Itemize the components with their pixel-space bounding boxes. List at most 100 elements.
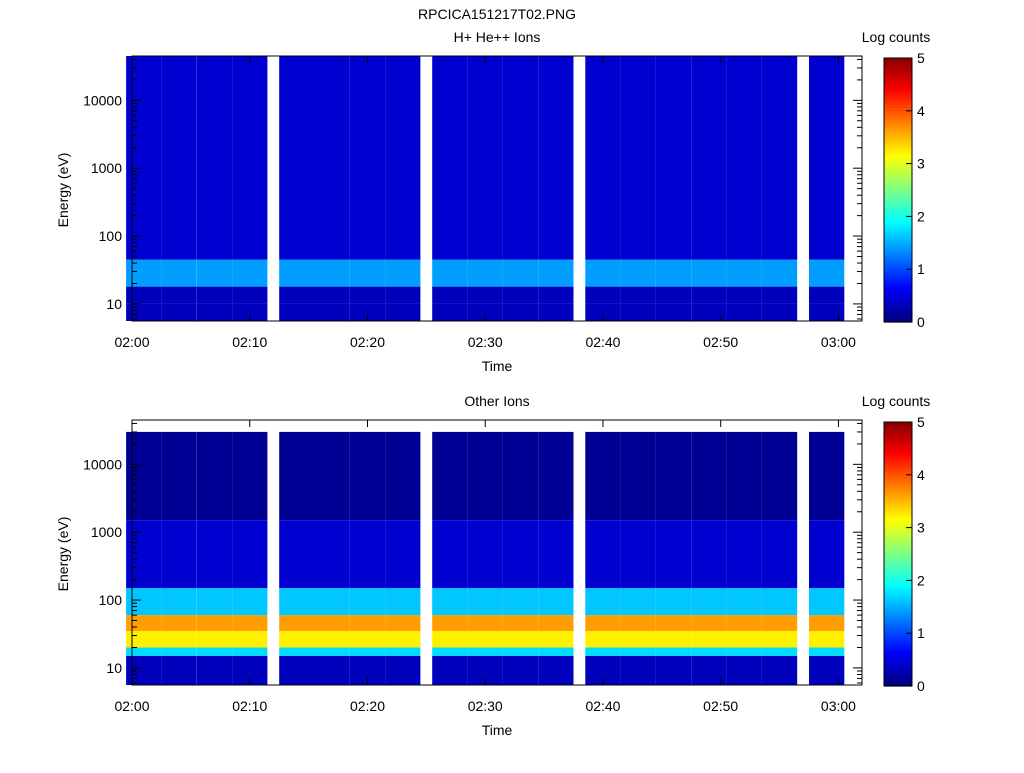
heatmap-cell bbox=[314, 656, 350, 685]
heatmap-cell bbox=[809, 520, 845, 589]
heatmap-cell bbox=[726, 286, 762, 304]
colorbar-swatch bbox=[884, 61, 912, 66]
heatmap-cell bbox=[232, 647, 268, 656]
heatmap-cell bbox=[502, 615, 539, 631]
heatmap-cell bbox=[538, 303, 574, 321]
x-tick-label: 02:20 bbox=[350, 698, 385, 714]
colorbar-swatch bbox=[884, 193, 912, 198]
colorbar-swatch bbox=[884, 610, 912, 614]
figure-title: RPCICA151217T02.PNG bbox=[418, 6, 576, 22]
colorbar-swatch bbox=[884, 573, 912, 578]
heatmap-cell bbox=[314, 520, 350, 589]
panel-other-ions: Other Ions Energy (eV) Time Log counts 0… bbox=[55, 393, 930, 738]
colorbar-swatch bbox=[884, 236, 912, 241]
colorbar-swatch bbox=[884, 537, 912, 542]
colorbar-swatch bbox=[884, 550, 912, 555]
heatmap-cell bbox=[761, 431, 798, 521]
colorbar-swatch bbox=[884, 124, 912, 128]
heatmap-cell bbox=[809, 615, 845, 631]
colorbar-swatch bbox=[884, 199, 912, 204]
colorbar-swatch bbox=[884, 295, 912, 300]
colorbar-swatch bbox=[884, 173, 912, 178]
colorbar-swatch bbox=[884, 639, 912, 644]
colorbar-swatch bbox=[884, 474, 912, 479]
colorbar-swatch bbox=[884, 153, 912, 158]
colorbar-swatch bbox=[884, 616, 912, 621]
colorbar-swatch bbox=[884, 464, 912, 469]
heatmap-cell bbox=[656, 588, 692, 616]
colorbar-swatch bbox=[884, 623, 912, 628]
heatmap-cell bbox=[761, 615, 798, 631]
y-axis-label: Energy (eV) bbox=[55, 153, 71, 228]
heatmap-cell bbox=[385, 631, 421, 648]
colorbar-swatch bbox=[884, 606, 912, 611]
heatmap-cell bbox=[620, 656, 656, 685]
colorbar-swatch bbox=[884, 130, 912, 135]
colorbar-swatch bbox=[884, 77, 912, 82]
colorbar-swatch bbox=[884, 81, 912, 85]
colorbar-swatch bbox=[884, 223, 912, 227]
colorbar-swatch bbox=[884, 524, 912, 529]
heatmap-cell bbox=[349, 615, 386, 631]
colorbar-swatch bbox=[884, 226, 912, 231]
heatmap-cell bbox=[726, 431, 762, 521]
heatmap-cell bbox=[385, 588, 421, 616]
heatmap-cell bbox=[279, 56, 315, 260]
colorbar-swatch bbox=[884, 517, 912, 522]
colorbar-swatch bbox=[884, 646, 912, 651]
colorbar-swatch bbox=[884, 494, 912, 499]
colorbar-swatch bbox=[884, 478, 912, 482]
colorbar-swatch bbox=[884, 672, 912, 677]
heatmap-cell bbox=[432, 588, 468, 616]
colorbar-swatch bbox=[884, 186, 912, 191]
heatmap-cell bbox=[538, 431, 574, 521]
heatmap-cell bbox=[620, 520, 656, 589]
x-tick-label: 03:00 bbox=[821, 698, 856, 714]
colorbar-swatch bbox=[884, 600, 912, 605]
heatmap-cell bbox=[314, 431, 350, 521]
colorbar-swatch bbox=[884, 590, 912, 595]
heatmap-cell bbox=[314, 303, 350, 321]
heatmap-cell bbox=[691, 303, 727, 321]
heatmap-cell bbox=[467, 647, 503, 656]
colorbar-swatch bbox=[884, 272, 912, 277]
x-tick-label: 02:00 bbox=[114, 334, 149, 350]
colorbar-swatch bbox=[884, 315, 912, 320]
y-tick-label: 10000 bbox=[83, 92, 122, 108]
colorbar-swatch bbox=[884, 209, 912, 214]
colorbar-swatch bbox=[884, 666, 912, 671]
heatmap-cell bbox=[809, 286, 845, 304]
heatmap-cell bbox=[196, 588, 233, 616]
colorbar-swatch bbox=[884, 567, 912, 572]
y-tick-label: 1000 bbox=[91, 524, 122, 540]
colorbar-swatch bbox=[884, 451, 912, 456]
colorbar-swatch bbox=[884, 147, 912, 151]
colorbar-swatch bbox=[884, 497, 912, 502]
colorbar-swatch bbox=[884, 166, 912, 171]
colorbar-swatch bbox=[884, 137, 912, 142]
colorbar-swatch bbox=[884, 275, 912, 280]
colorbar-swatch bbox=[884, 587, 912, 591]
heatmap-cell bbox=[432, 259, 468, 287]
heatmap-cell bbox=[467, 520, 503, 589]
colorbar-swatch bbox=[884, 458, 912, 463]
colorbar-swatch bbox=[884, 560, 912, 565]
heatmap-cell bbox=[620, 56, 656, 260]
x-tick-label: 03:00 bbox=[821, 334, 856, 350]
colorbar-swatch bbox=[884, 232, 912, 237]
colorbar-swatch bbox=[884, 176, 912, 181]
colorbar-tick-label: 2 bbox=[917, 208, 925, 224]
heatmap-cell bbox=[761, 631, 798, 648]
heatmap-cell bbox=[196, 431, 233, 521]
heatmap-cell bbox=[585, 56, 621, 260]
heatmap-cell bbox=[809, 656, 845, 685]
heatmap-cell bbox=[126, 631, 162, 648]
colorbar-swatch bbox=[884, 530, 912, 535]
x-tick-label: 02:40 bbox=[585, 334, 620, 350]
heatmap-cells bbox=[126, 431, 845, 685]
heatmap-cell bbox=[314, 615, 350, 631]
y-tick-label: 1000 bbox=[91, 160, 122, 176]
heatmap-cell bbox=[467, 615, 503, 631]
colorbar-tick-label: 1 bbox=[917, 261, 925, 277]
colorbar-swatch bbox=[884, 74, 912, 79]
